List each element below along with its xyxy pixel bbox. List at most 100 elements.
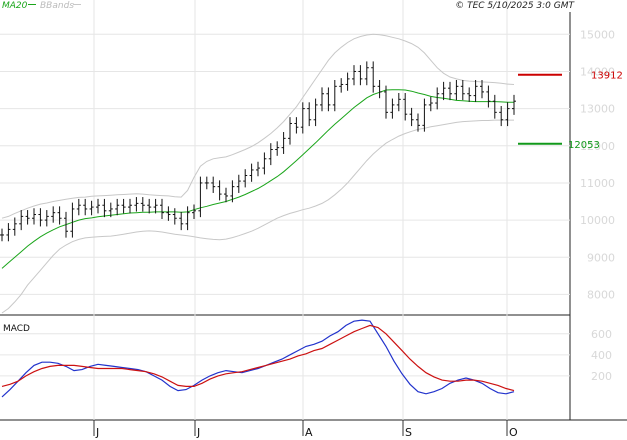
- price-bar: [102, 198, 107, 218]
- price-tick-label: 11000: [580, 177, 615, 190]
- price-bar: [230, 180, 235, 203]
- price-bar: [217, 180, 222, 201]
- price-bar: [326, 87, 331, 112]
- price-bar: [364, 61, 369, 86]
- price-bar: [390, 98, 395, 119]
- price-bar: [275, 141, 280, 156]
- price-bar: [435, 87, 440, 110]
- month-label: J: [196, 426, 200, 439]
- macd-tick-label: 200: [591, 370, 612, 383]
- price-bar: [371, 61, 376, 93]
- price-bar: [256, 161, 260, 177]
- price-bar: [505, 102, 510, 127]
- price-bar: [153, 198, 158, 214]
- bbands-legend: BBands: [40, 1, 74, 11]
- price-bar: [6, 223, 11, 242]
- price-tick-label: 14000: [580, 65, 615, 78]
- month-label: S: [405, 426, 412, 439]
- macd-tick-label: 600: [591, 328, 612, 341]
- price-bar: [384, 85, 388, 119]
- price-bar: [32, 208, 36, 225]
- price-bar: [211, 176, 216, 193]
- month-label: J: [95, 426, 99, 439]
- price-bar: [262, 152, 267, 175]
- price-bar: [294, 117, 299, 134]
- price-bar: [70, 202, 75, 238]
- price-bar: [160, 198, 164, 219]
- price-bar: [454, 80, 459, 101]
- price-bar: [83, 198, 88, 216]
- price-bar: [377, 80, 382, 99]
- price-bar: [492, 94, 497, 119]
- price-bar: [300, 102, 305, 134]
- price-bar: [147, 198, 152, 214]
- bollinger-lower-band: [1, 119, 514, 314]
- price-bar: [89, 200, 94, 216]
- month-label: A: [305, 426, 313, 439]
- price-bar: [460, 80, 465, 101]
- price-bar: [115, 198, 120, 216]
- price-bar: [19, 210, 24, 231]
- price-bar: [0, 228, 4, 242]
- price-tick-label: 15000: [580, 28, 615, 41]
- price-bar: [467, 87, 472, 102]
- month-label: O: [509, 426, 518, 439]
- bollinger-upper-band: [1, 33, 515, 219]
- price-bar: [339, 78, 344, 93]
- price-bar: [332, 80, 337, 112]
- price-bar: [352, 65, 356, 86]
- price-bar: [320, 87, 324, 112]
- price-bar: [96, 198, 100, 214]
- price-bar: [204, 176, 209, 190]
- price-bar: [166, 206, 171, 221]
- price-tick-label: 9000: [587, 251, 615, 264]
- price-tick-label: 10000: [580, 214, 615, 227]
- price-bar: [313, 98, 318, 127]
- price-bar: [236, 174, 241, 193]
- price-bar: [57, 206, 62, 225]
- price-bar: [185, 206, 190, 231]
- price-bar: [281, 132, 286, 154]
- price-bar: [38, 208, 43, 227]
- macd-title: MACD: [3, 324, 30, 334]
- signal-line: [1, 324, 515, 392]
- price-bar: [192, 204, 196, 219]
- price-bar: [486, 85, 491, 108]
- price-bar: [172, 208, 177, 225]
- price-bar: [224, 187, 228, 203]
- macd-line: [1, 319, 515, 398]
- price-bar: [128, 198, 132, 214]
- price-bar: [422, 98, 427, 132]
- price-bar: [403, 93, 408, 121]
- price-bar: [448, 81, 452, 101]
- price-bar: [44, 210, 49, 227]
- resistance-label: 13912: [591, 71, 623, 82]
- price-bar: [416, 113, 420, 132]
- price-bar: [396, 93, 401, 112]
- price-tick-label: 13000: [580, 103, 615, 116]
- price-tick-label: 12000: [580, 140, 615, 153]
- price-bar: [345, 72, 350, 91]
- macd-tick-label: 400: [591, 349, 612, 362]
- support-label: 12053: [568, 140, 600, 151]
- price-bar: [288, 117, 292, 145]
- price-bar: [140, 197, 145, 212]
- price-tick-label: 8000: [587, 288, 615, 301]
- price-bar: [134, 197, 139, 212]
- price-bar: [179, 211, 184, 231]
- price-bar: [473, 80, 478, 102]
- price-bar: [243, 169, 248, 188]
- price-bar: [512, 94, 516, 115]
- price-bar: [268, 143, 273, 166]
- price-bar: [198, 176, 203, 218]
- price-bar: [499, 106, 504, 127]
- price-bar: [64, 211, 68, 238]
- price-bar: [307, 102, 312, 127]
- copyright-credit: © TEC 5/10/2025 3:0 GMT: [455, 1, 575, 11]
- price-bar: [51, 206, 56, 223]
- price-bar: [76, 198, 81, 216]
- price-bar: [25, 210, 30, 225]
- price-bar: [409, 107, 414, 127]
